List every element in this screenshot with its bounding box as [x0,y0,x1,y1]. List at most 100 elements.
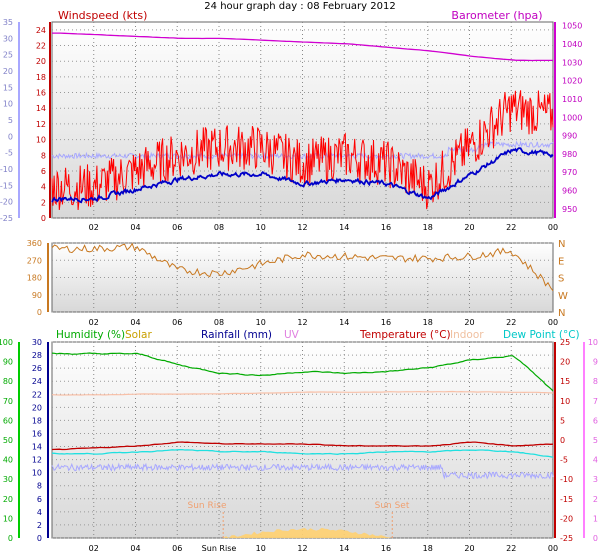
temperature-tick-label: 25 [560,338,570,347]
x-tick-label-top: 20 [464,223,474,232]
indoor-line [51,390,554,396]
x-tick-label-bottom: Sun Rise [202,544,237,553]
far-left-tick-label: 25 [3,51,13,60]
far-left-tick-label: 15 [3,83,13,92]
humidity-tick-label: 80 [3,377,13,386]
x-tick-label-dir: 06 [172,318,182,327]
compass-label: N [558,308,565,319]
grid-lines [52,22,553,539]
humidity-tick-label: 90 [3,358,13,367]
windspeed-axis-label: Windspeed (kts) [58,9,147,22]
barometer-tick-label: 960 [562,187,577,196]
x-tick-label-top: 06 [172,223,182,232]
far-left-tick-label: -25 [0,214,13,223]
barometer-tick-label: 1010 [562,95,582,104]
rainfall-tick-label: 0 [37,534,42,543]
rainfall-tick-label: 16 [32,429,42,438]
compass-label: W [558,291,568,302]
rainfall-tick-label: 10 [32,469,42,478]
rainfall-tick-label: 28 [32,351,42,360]
far-left-tick-label: 30 [3,34,13,43]
windspeed-tick-label: 10 [36,136,46,145]
windspeed-tick-label: 4 [41,183,46,192]
rainfall-tick-label: 18 [32,416,42,425]
legend-temperature: Temperature (°C) [359,329,451,341]
x-tick-label-dir: 04 [130,318,140,327]
temperature-tick-label: 20 [560,358,570,367]
rainfall-tick-label: 30 [32,338,42,347]
x-tick-label-top: 08 [214,223,224,232]
x-tick-label-bottom: 14 [339,544,349,553]
windspeed-tick-label: 12 [36,120,46,129]
temperature-tick-label: 0 [560,436,565,445]
pale-temp-line [51,140,554,161]
direction-tick-label: 0 [37,308,42,317]
x-tick-label-top: 10 [256,223,266,232]
barometer-tick-label: 1050 [562,22,582,31]
dewpoint-line [51,448,554,458]
x-tick-label-bottom: 16 [381,544,391,553]
x-tick-label-top: 18 [423,223,433,232]
rainfall-tick-label: 8 [37,482,42,491]
temperature-tick-label: -10 [560,475,573,484]
sun-set-label: Sun Set [375,501,410,511]
windspeed-tick-label: 24 [36,26,46,35]
windspeed-tick-label: 16 [36,89,46,98]
rainfall-tick-label: 4 [37,508,42,517]
windspeed-tick-label: 14 [36,104,46,113]
x-tick-label-dir: 20 [464,318,474,327]
x-tick-label-dir: 10 [256,318,266,327]
compass-label: N [558,239,565,250]
x-tick-label-dir: 02 [89,318,99,327]
barometer-tick-label: 990 [562,132,577,141]
humidity-tick-label: 20 [3,495,13,504]
temperature-tick-label: 15 [560,377,570,386]
x-tick-label-top: 04 [130,223,140,232]
pale-lower-line [51,462,554,480]
chart-title: 24 hour graph day : 08 February 2012 [204,1,395,12]
barometer-tick-label: 950 [562,205,577,214]
direction-line [51,242,554,292]
compass-label: E [558,256,564,267]
direction-tick-label: 180 [27,274,42,283]
x-tick-label-bottom: 20 [464,544,474,553]
uv-tick-label: 2 [593,495,598,504]
x-tick-label-bottom: 04 [130,544,140,553]
top-panel-bg [51,21,554,219]
legend-uv: UV [284,329,300,341]
x-tick-label-top: 02 [89,223,99,232]
uv-tick-label: 9 [593,358,598,367]
bottom-panel-bg [51,341,554,539]
far-left-tick-label: 10 [3,100,13,109]
temperature-tick-label: 10 [560,397,570,406]
x-tick-label-dir: 18 [423,318,433,327]
x-tick-label-dir: 14 [339,318,349,327]
far-left-tick-label: 35 [3,18,13,27]
rainfall-tick-label: 2 [37,521,42,530]
windspeed-tick-label: 0 [41,214,46,223]
barometer-tick-label: 1020 [562,77,582,86]
direction-tick-label: 270 [27,256,42,265]
far-left-tick-label: -15 [0,181,13,190]
legend-indoor: Indoor [450,329,484,341]
axes-group: 0246810121416182022249509609709809901000… [0,18,598,553]
humidity-tick-label: 50 [3,436,13,445]
windspeed-line [51,90,554,211]
x-tick-label-top: 12 [297,223,307,232]
legend-humidity: Humidity (%) [56,329,125,341]
x-tick-label-dir: 00 [548,318,558,327]
rainfall-tick-label: 14 [32,443,42,452]
humidity-tick-label: 40 [3,456,13,465]
uv-tick-label: 5 [593,436,598,445]
x-tick-label-dir: 12 [297,318,307,327]
barometer-tick-label: 1000 [562,113,582,122]
barometer-tick-label: 1040 [562,40,582,49]
uv-tick-label: 1 [593,514,598,523]
windspeed-tick-label: 8 [41,151,46,160]
humidity-line [51,352,554,392]
humidity-tick-label: 0 [8,534,13,543]
legend-rainfall: Rainfall (mm) [201,329,272,341]
humidity-tick-label: 100 [0,338,13,347]
direction-tick-label: 90 [32,291,42,300]
